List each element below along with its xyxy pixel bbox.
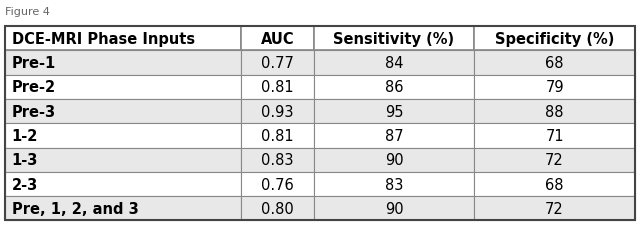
- Text: DCE-MRI Phase Inputs: DCE-MRI Phase Inputs: [12, 32, 195, 47]
- Bar: [241, 99, 314, 124]
- Bar: [5, 172, 241, 196]
- Bar: [474, 148, 635, 172]
- Text: 0.93: 0.93: [261, 104, 294, 119]
- Text: 0.81: 0.81: [261, 128, 294, 143]
- Bar: [314, 51, 474, 75]
- Bar: [314, 196, 474, 220]
- Text: Pre, 1, 2, and 3: Pre, 1, 2, and 3: [12, 201, 138, 216]
- Text: 72: 72: [545, 153, 564, 167]
- Bar: [314, 99, 474, 124]
- Bar: [241, 124, 314, 148]
- Text: 84: 84: [385, 56, 403, 71]
- Bar: [5, 27, 635, 220]
- Text: 90: 90: [385, 201, 403, 216]
- Text: 71: 71: [545, 128, 564, 143]
- Bar: [314, 75, 474, 99]
- Text: Sensitivity (%): Sensitivity (%): [333, 32, 454, 47]
- Bar: [474, 99, 635, 124]
- Text: 2-3: 2-3: [12, 177, 38, 192]
- Text: 0.83: 0.83: [261, 153, 294, 167]
- Bar: [241, 51, 314, 75]
- Bar: [474, 27, 635, 51]
- Text: 79: 79: [545, 80, 564, 95]
- Text: 68: 68: [545, 177, 564, 192]
- Bar: [241, 75, 314, 99]
- Bar: [241, 148, 314, 172]
- Text: 90: 90: [385, 153, 403, 167]
- Bar: [5, 124, 241, 148]
- Text: Specificity (%): Specificity (%): [495, 32, 614, 47]
- Text: Pre-1: Pre-1: [12, 56, 56, 71]
- Text: 72: 72: [545, 201, 564, 216]
- Bar: [241, 27, 314, 51]
- Bar: [5, 196, 241, 220]
- Text: 0.77: 0.77: [261, 56, 294, 71]
- Bar: [5, 148, 241, 172]
- Bar: [5, 99, 241, 124]
- Text: 1-2: 1-2: [12, 128, 38, 143]
- Bar: [474, 51, 635, 75]
- Bar: [5, 27, 241, 51]
- Bar: [241, 196, 314, 220]
- Bar: [5, 51, 241, 75]
- Text: 0.80: 0.80: [261, 201, 294, 216]
- Text: AUC: AUC: [260, 32, 294, 47]
- Text: 1-3: 1-3: [12, 153, 38, 167]
- Bar: [5, 75, 241, 99]
- Bar: [474, 75, 635, 99]
- Bar: [314, 124, 474, 148]
- Bar: [314, 27, 474, 51]
- Bar: [241, 172, 314, 196]
- Bar: [474, 172, 635, 196]
- Text: 95: 95: [385, 104, 403, 119]
- Bar: [474, 196, 635, 220]
- Bar: [474, 124, 635, 148]
- Text: 88: 88: [545, 104, 564, 119]
- Text: 83: 83: [385, 177, 403, 192]
- Bar: [314, 148, 474, 172]
- Text: 87: 87: [385, 128, 403, 143]
- Text: 0.81: 0.81: [261, 80, 294, 95]
- Text: 68: 68: [545, 56, 564, 71]
- Text: Pre-2: Pre-2: [12, 80, 56, 95]
- Text: 86: 86: [385, 80, 403, 95]
- Text: 0.76: 0.76: [261, 177, 294, 192]
- Bar: [314, 172, 474, 196]
- Text: Pre-3: Pre-3: [12, 104, 56, 119]
- Text: Figure 4: Figure 4: [5, 7, 50, 17]
